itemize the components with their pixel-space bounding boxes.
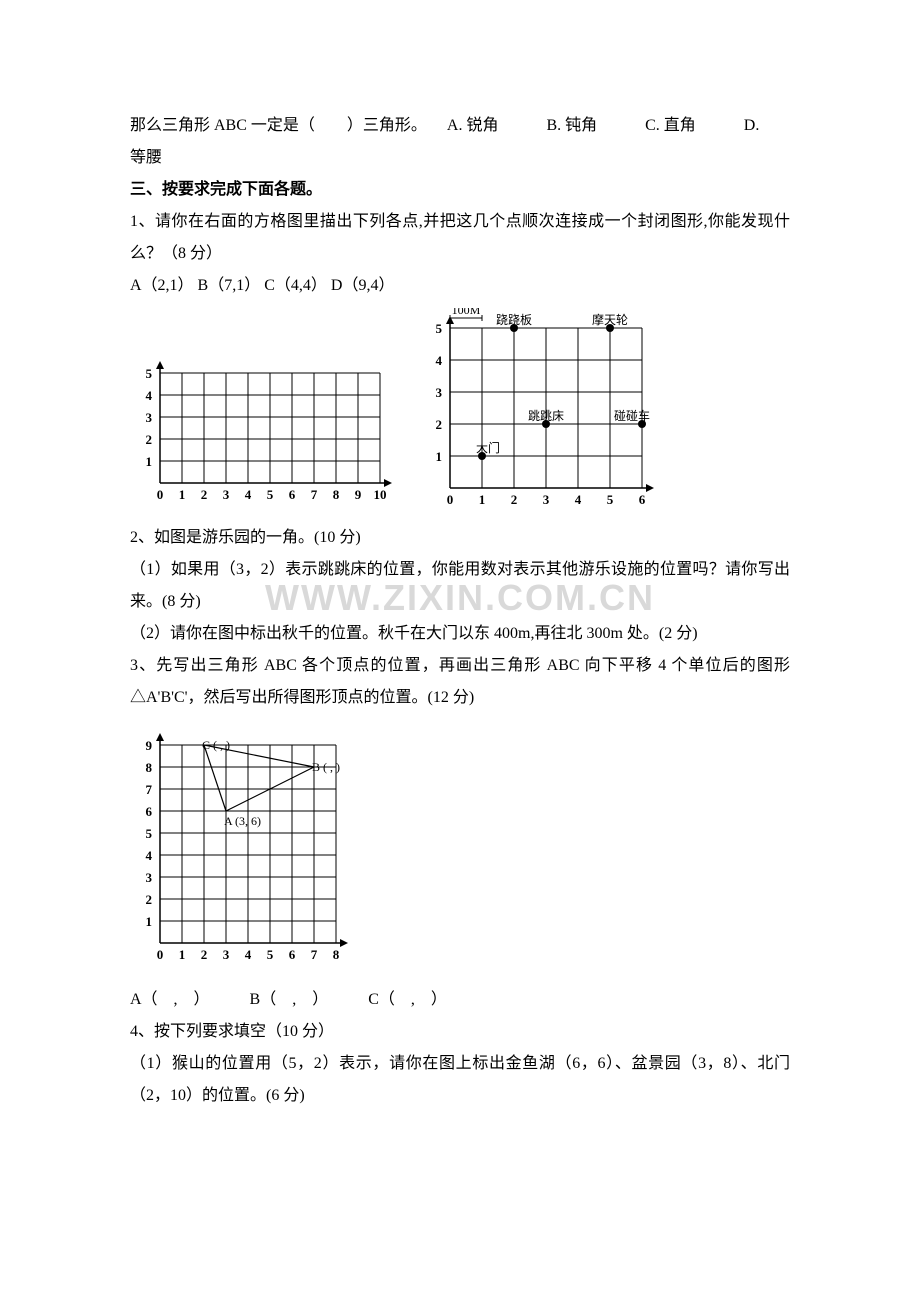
svg-text:8: 8 — [333, 947, 340, 962]
svg-text:大门: 大门 — [476, 440, 500, 455]
q1-text: 1、请你在右面的方格图里描出下列各点,并把这几个点顺次连接成一个封闭图形,你能发… — [130, 206, 790, 270]
svg-text:B ( , ): B ( , ) — [312, 760, 340, 774]
svg-text:3: 3 — [223, 487, 230, 502]
prev-question-line2: 等腰 — [130, 142, 790, 174]
prev-question-line1: 那么三角形 ABC 一定是（ ）三角形。 A. 锐角 B. 钝角 C. 直角 D… — [130, 110, 790, 142]
prev-q-stem: 那么三角形 ABC 一定是（ ）三角形。 — [130, 117, 427, 134]
svg-text:4: 4 — [146, 388, 153, 403]
charts-row: 01234567891012345 012345612345100M大门跳跳床跷… — [130, 308, 790, 520]
svg-text:7: 7 — [311, 487, 318, 502]
svg-text:2: 2 — [146, 892, 153, 907]
q4-p1: （1）猴山的位置用（5，2）表示，请你在图上标出金鱼湖（6，6）、盆景园（3，8… — [130, 1048, 790, 1112]
svg-text:6: 6 — [289, 487, 296, 502]
svg-text:4: 4 — [575, 492, 582, 507]
svg-text:1: 1 — [179, 947, 186, 962]
q2-p1: （1）如果用（3，2）表示跳跳床的位置，你能用数对表示其他游乐设施的位置吗？请你… — [130, 561, 790, 610]
svg-text:跷跷板: 跷跷板 — [496, 312, 532, 327]
svg-text:1: 1 — [479, 492, 486, 507]
svg-text:跳跳床: 跳跳床 — [528, 409, 564, 423]
svg-text:1: 1 — [146, 914, 153, 929]
svg-text:10: 10 — [374, 487, 387, 502]
svg-text:2: 2 — [146, 432, 153, 447]
chart1-grid: 01234567891012345 — [130, 348, 400, 520]
svg-text:2: 2 — [511, 492, 518, 507]
svg-text:1: 1 — [436, 449, 443, 464]
svg-text:0: 0 — [447, 492, 454, 507]
svg-text:A (3, 6): A (3, 6) — [224, 814, 261, 828]
svg-text:0: 0 — [157, 947, 164, 962]
svg-text:9: 9 — [355, 487, 362, 502]
svg-text:2: 2 — [201, 487, 208, 502]
svg-text:5: 5 — [436, 321, 443, 336]
svg-text:7: 7 — [146, 782, 153, 797]
svg-text:3: 3 — [543, 492, 550, 507]
svg-text:3: 3 — [436, 385, 443, 400]
svg-text:0: 0 — [157, 487, 164, 502]
q3-text: 3、先写出三角形 ABC 各个顶点的位置，再画出三角形 ABC 向下平移 4 个… — [130, 650, 790, 714]
q2-head: 2、如图是游乐园的一角。(10 分) — [130, 522, 790, 554]
chart3-triangle-grid: 012345678123456789A (3, 6)B ( , )C ( , ) — [130, 718, 790, 980]
svg-text:4: 4 — [245, 947, 252, 962]
svg-text:1: 1 — [146, 454, 153, 469]
svg-text:2: 2 — [436, 417, 443, 432]
svg-text:5: 5 — [146, 826, 153, 841]
prev-q-options: A. 锐角 B. 钝角 C. 直角 D. — [447, 117, 759, 134]
svg-text:2: 2 — [201, 947, 208, 962]
svg-text:3: 3 — [223, 947, 230, 962]
svg-text:6: 6 — [146, 804, 153, 819]
svg-text:碰碰车: 碰碰车 — [614, 408, 650, 423]
page: 那么三角形 ABC 一定是（ ）三角形。 A. 锐角 B. 钝角 C. 直角 D… — [0, 0, 920, 1172]
q2-p2: （2）请你在图中标出秋千的位置。秋千在大门以东 400m,再往北 300m 处。… — [130, 618, 790, 650]
svg-text:4: 4 — [245, 487, 252, 502]
svg-text:5: 5 — [146, 366, 153, 381]
svg-text:3: 3 — [146, 870, 153, 885]
svg-text:8: 8 — [146, 760, 153, 775]
svg-text:4: 4 — [436, 353, 443, 368]
svg-text:6: 6 — [639, 492, 646, 507]
svg-text:5: 5 — [267, 487, 274, 502]
svg-text:5: 5 — [267, 947, 274, 962]
svg-text:摩天轮: 摩天轮 — [592, 312, 628, 327]
svg-text:4: 4 — [146, 848, 153, 863]
svg-text:5: 5 — [607, 492, 614, 507]
chart2-park-grid: 0 1 2 3 4 5 6 1 2 3 4 5 100M 大门 跳跳床 跷跷板 摩天轮碰碰车 — [420, 308, 680, 520]
q4-head: 4、按下列要求填空（10 分） — [130, 1016, 790, 1048]
q1-points: A（2,1） B（7,1） C（4,4） D（9,4） — [130, 270, 790, 302]
q3-answer-line: A（ , ） B（ , ） C（ , ） — [130, 984, 790, 1016]
q2-p1-wrap: （1）如果用（3，2）表示跳跳床的位置，你能用数对表示其他游乐设施的位置吗？请你… — [130, 554, 790, 618]
svg-text:7: 7 — [311, 947, 318, 962]
section-3-title: 三、按要求完成下面各题。 — [130, 174, 790, 206]
svg-text:100M: 100M — [452, 308, 481, 317]
svg-text:8: 8 — [333, 487, 340, 502]
svg-text:3: 3 — [146, 410, 153, 425]
svg-text:1: 1 — [179, 487, 186, 502]
svg-text:C ( , ): C ( , ) — [202, 738, 230, 752]
svg-text:9: 9 — [146, 738, 153, 753]
svg-text:6: 6 — [289, 947, 296, 962]
